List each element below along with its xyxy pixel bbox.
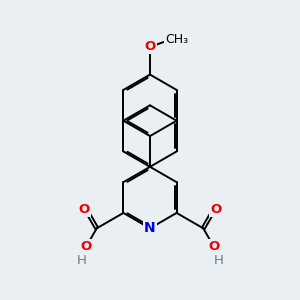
Text: H: H xyxy=(76,254,86,267)
Text: O: O xyxy=(80,241,92,254)
Text: O: O xyxy=(144,40,156,53)
Text: O: O xyxy=(210,203,221,216)
Text: N: N xyxy=(144,221,156,235)
Text: CH₃: CH₃ xyxy=(166,33,189,46)
Text: O: O xyxy=(208,241,220,254)
Text: O: O xyxy=(79,203,90,216)
Text: H: H xyxy=(214,254,224,267)
